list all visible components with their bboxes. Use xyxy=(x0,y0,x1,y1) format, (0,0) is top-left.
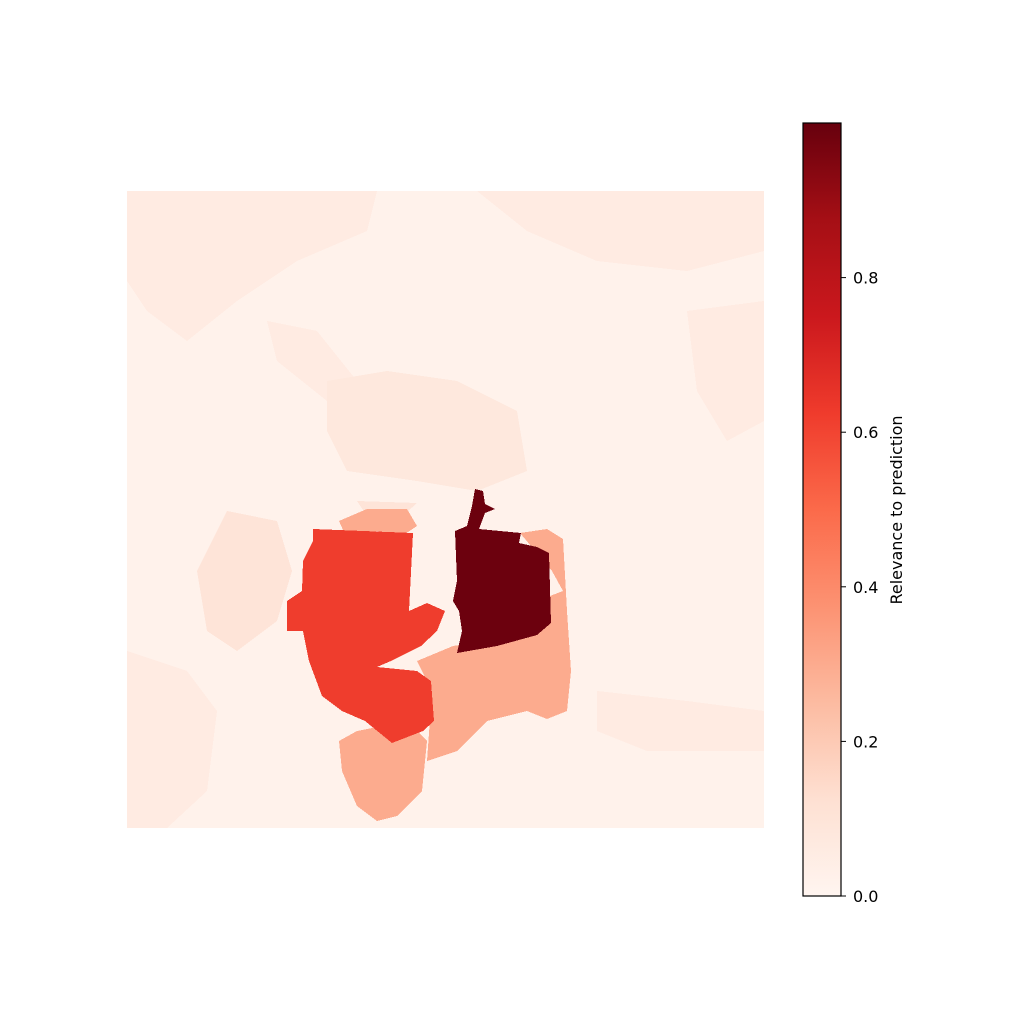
segment-left-strip xyxy=(197,501,417,651)
colorbar-frame xyxy=(802,122,842,897)
segment-lower-right-plateau xyxy=(339,509,571,761)
colorbar-tick-label: 0.4 xyxy=(853,578,878,597)
segment-center-peak xyxy=(453,489,551,653)
segment-bottom-lobe xyxy=(339,721,427,821)
relevance-heatmap xyxy=(127,191,764,828)
segment-left-large xyxy=(287,529,445,743)
colorbar-label: Relevance to prediction xyxy=(887,415,906,604)
segment-upper-center xyxy=(327,371,527,491)
colorbar-tick-label: 0.2 xyxy=(853,732,878,751)
colorbar-gradient xyxy=(803,123,841,896)
colorbar-ticks: 0.0 0.2 0.4 0.6 0.8 xyxy=(841,269,878,906)
colorbar: 0.0 0.2 0.4 0.6 0.8 Relevance to prediction xyxy=(802,122,906,906)
colorbar-tick-label: 0.8 xyxy=(853,269,878,288)
colorbar-tick-label: 0.6 xyxy=(853,423,878,442)
segment-background-texture xyxy=(127,191,764,828)
colorbar-tick-label: 0.0 xyxy=(853,887,878,906)
